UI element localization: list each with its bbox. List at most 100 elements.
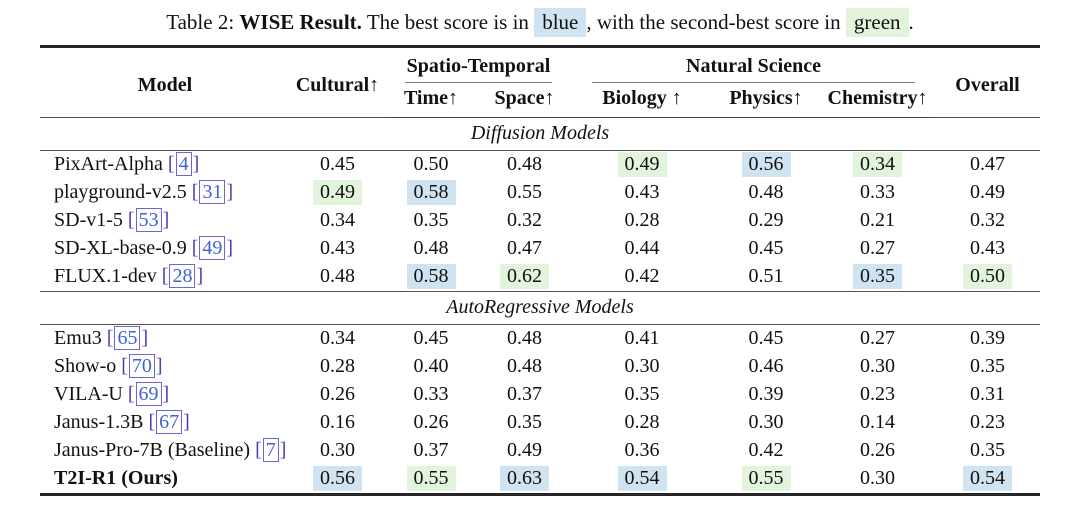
citation-link[interactable]: [31] <box>191 180 234 204</box>
best-score-highlight: 0.54 <box>617 466 667 491</box>
table-row: Janus-1.3B [67] 0.16 0.26 0.35 0.28 0.30 0.14 0… <box>40 409 1040 437</box>
col-header-cultural: Cultural↑ <box>295 73 380 96</box>
second-best-score-highlight: 0.49 <box>313 180 362 205</box>
citation-link[interactable]: [65] <box>106 326 149 350</box>
score-cell: 0.23 <box>970 411 1006 433</box>
table-caption: Table 2: WISE Result. The best score is … <box>0 0 1080 37</box>
caption-text-2: , with the second-best score in <box>586 10 841 34</box>
model-name-cell: SD-v1-5 [53] <box>40 207 290 235</box>
score-cell: 0.43 <box>320 237 355 259</box>
score-cell: 0.33 <box>413 383 449 405</box>
table-row: SD-v1-5 [53] 0.34 0.35 0.32 0.28 0.29 0.21 0.32 <box>40 207 1040 235</box>
score-cell: 0.33 <box>860 181 896 203</box>
score-cell: 0.58 <box>385 263 477 292</box>
score-cell: 0.30 <box>624 355 660 377</box>
header-row-groups: Model Cultural↑ Spatio-Temporal Natural … <box>40 47 1040 96</box>
score-cell: 0.26 <box>320 383 355 405</box>
second-best-score-highlight: 0.34 <box>853 152 903 177</box>
col-header-model: Model <box>137 73 193 96</box>
score-cell: 0.51 <box>748 265 784 287</box>
score-cell: 0.32 <box>970 209 1006 231</box>
model-name-cell: Janus-Pro-7B (Baseline) [7] <box>40 437 290 465</box>
score-cell: 0.34 <box>820 151 935 180</box>
score-cell: 0.39 <box>970 327 1006 349</box>
table-row: PixArt-Alpha [4] 0.45 0.50 0.48 0.49 0.56 0.34… <box>40 151 1040 180</box>
score-cell: 0.55 <box>507 181 542 203</box>
table-row: Emu3 [65] 0.34 0.45 0.48 0.41 0.45 0.27 0.39 <box>40 325 1040 354</box>
score-cell: 0.30 <box>320 439 355 461</box>
model-name: Show-o <box>54 355 117 377</box>
score-cell: 0.49 <box>290 179 385 207</box>
score-cell: 0.48 <box>507 153 542 175</box>
score-cell: 0.54 <box>935 465 1040 495</box>
citation-link[interactable]: [49] <box>191 236 234 260</box>
score-cell: 0.30 <box>860 467 896 489</box>
score-cell: 0.29 <box>748 209 784 231</box>
model-name: Emu3 <box>54 327 102 349</box>
model-name: playground-v2.5 <box>54 181 187 203</box>
model-name-cell: VILA-U [69] <box>40 381 290 409</box>
col-header-time: Time↑ <box>385 83 477 118</box>
model-name: SD-XL-base-0.9 <box>54 237 187 259</box>
score-cell: 0.50 <box>935 263 1040 292</box>
score-cell: 0.21 <box>860 209 896 231</box>
score-cell: 0.35 <box>624 383 660 405</box>
second-best-score-highlight: 0.55 <box>741 466 791 491</box>
score-cell: 0.36 <box>624 439 660 461</box>
score-cell: 0.34 <box>320 209 355 231</box>
model-name-cell: Show-o [70] <box>40 353 290 381</box>
second-best-score-highlight: 0.49 <box>617 152 667 177</box>
score-cell: 0.30 <box>748 411 784 433</box>
model-name: T2I-R1 (Ours) <box>54 467 178 489</box>
score-cell: 0.50 <box>413 153 449 175</box>
score-cell: 0.48 <box>413 237 449 259</box>
second-best-score-highlight: 0.50 <box>963 264 1013 289</box>
score-cell: 0.43 <box>970 237 1006 259</box>
score-cell: 0.42 <box>624 265 660 287</box>
score-cell: 0.54 <box>572 465 712 495</box>
model-name: FLUX.1-dev <box>54 265 157 287</box>
wise-result-table: Model Cultural↑ Spatio-Temporal Natural … <box>40 45 1041 496</box>
caption-text-1: The best score is in <box>366 10 529 34</box>
table-row: VILA-U [69] 0.26 0.33 0.37 0.35 0.39 0.23 0.31 <box>40 381 1040 409</box>
score-cell: 0.48 <box>507 327 542 349</box>
score-cell: 0.28 <box>624 411 660 433</box>
spatio-temporal-label: Spatio-Temporal <box>405 55 553 83</box>
caption-green-swatch: green <box>845 8 909 37</box>
citation-link[interactable]: [67] <box>148 410 190 434</box>
table-row: T2I-R1 (Ours) 0.56 0.55 0.63 0.54 0.55 0.30 0.5… <box>40 465 1040 495</box>
score-cell: 0.28 <box>320 355 355 377</box>
score-cell: 0.27 <box>860 327 896 349</box>
citation-link[interactable]: [7] <box>255 438 287 462</box>
score-cell: 0.16 <box>320 411 355 433</box>
score-cell: 0.48 <box>320 265 355 287</box>
score-cell: 0.37 <box>413 439 449 461</box>
model-name-cell: Janus-1.3B [67] <box>40 409 290 437</box>
table-row: SD-XL-base-0.9 [49] 0.43 0.48 0.47 0.44 0.45 0… <box>40 235 1040 263</box>
score-cell: 0.37 <box>507 383 542 405</box>
section-title: AutoRegressive Models <box>40 291 1041 325</box>
score-cell: 0.48 <box>748 181 784 203</box>
citation-link[interactable]: [4] <box>167 152 200 176</box>
table-row: FLUX.1-dev [28] 0.48 0.58 0.62 0.42 0.51 0.35 0… <box>40 263 1040 292</box>
citation-link[interactable]: [70] <box>121 354 163 378</box>
caption-blue-swatch: blue <box>534 8 587 37</box>
best-score-highlight: 0.54 <box>963 466 1013 491</box>
section-header-row: AutoRegressive Models <box>40 291 1041 325</box>
score-cell: 0.35 <box>507 411 542 433</box>
score-cell: 0.47 <box>970 153 1006 175</box>
score-cell: 0.34 <box>320 327 355 349</box>
citation-link[interactable]: [53] <box>127 208 170 232</box>
citation-link[interactable]: [28] <box>161 264 204 288</box>
score-cell: 0.56 <box>712 151 820 180</box>
score-cell: 0.41 <box>624 327 660 349</box>
score-cell: 0.39 <box>748 383 784 405</box>
citation-link[interactable]: [69] <box>127 382 170 406</box>
caption-title: WISE Result. <box>239 10 362 34</box>
score-cell: 0.47 <box>507 237 542 259</box>
table-row: playground-v2.5 [31] 0.49 0.58 0.55 0.43 0.48… <box>40 179 1040 207</box>
score-cell: 0.45 <box>413 327 449 349</box>
score-cell: 0.35 <box>970 439 1006 461</box>
model-name-cell: T2I-R1 (Ours) <box>40 465 290 495</box>
